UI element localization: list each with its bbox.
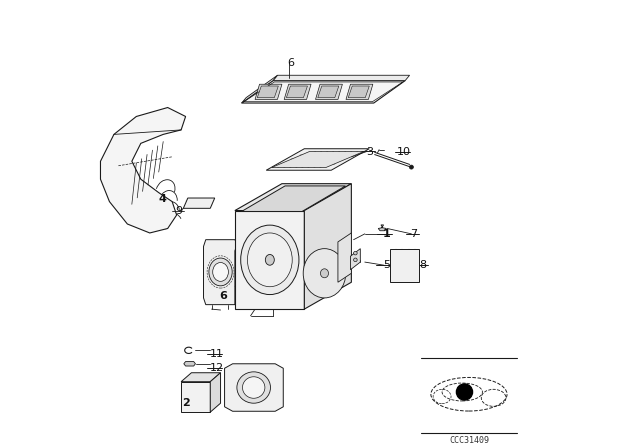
Polygon shape [204,240,237,305]
Ellipse shape [209,258,232,286]
Polygon shape [348,86,369,98]
Ellipse shape [410,165,413,169]
Text: 6: 6 [287,58,294,68]
Ellipse shape [354,258,357,262]
Polygon shape [317,86,339,98]
Polygon shape [255,84,282,99]
Ellipse shape [266,254,275,265]
Text: 10: 10 [397,147,412,157]
Polygon shape [287,86,307,98]
Ellipse shape [248,233,292,287]
Ellipse shape [303,249,346,298]
Polygon shape [242,81,405,103]
Polygon shape [181,382,210,412]
Text: 4: 4 [158,194,166,204]
Polygon shape [184,198,215,208]
Circle shape [456,384,472,400]
Polygon shape [184,362,195,366]
Text: 5: 5 [383,260,390,270]
Text: 11: 11 [210,349,224,359]
Polygon shape [100,108,186,233]
Polygon shape [378,225,387,231]
Ellipse shape [243,377,265,398]
Polygon shape [271,151,364,168]
Polygon shape [346,84,373,99]
Polygon shape [242,186,346,211]
Polygon shape [273,75,410,81]
Polygon shape [235,211,305,309]
Text: 6: 6 [220,291,228,301]
Polygon shape [338,233,351,282]
Text: 2: 2 [182,398,189,408]
Ellipse shape [321,269,328,278]
Ellipse shape [237,372,271,403]
Text: 1: 1 [383,229,390,239]
Polygon shape [284,84,311,99]
Polygon shape [257,86,278,98]
Text: 3: 3 [366,147,372,157]
Polygon shape [266,149,369,170]
Text: 8: 8 [419,260,427,270]
Text: 12: 12 [210,363,224,373]
Polygon shape [242,75,278,103]
Ellipse shape [354,251,357,255]
Polygon shape [181,373,221,382]
Ellipse shape [241,225,299,295]
Text: 9: 9 [175,207,182,216]
Polygon shape [305,184,351,309]
Polygon shape [235,184,351,211]
Polygon shape [390,249,419,282]
Text: CCC31409: CCC31409 [449,436,489,445]
Polygon shape [225,364,284,411]
Ellipse shape [212,263,228,281]
Polygon shape [316,84,342,99]
Polygon shape [210,373,221,412]
Text: 7: 7 [410,229,418,239]
Polygon shape [351,249,360,270]
